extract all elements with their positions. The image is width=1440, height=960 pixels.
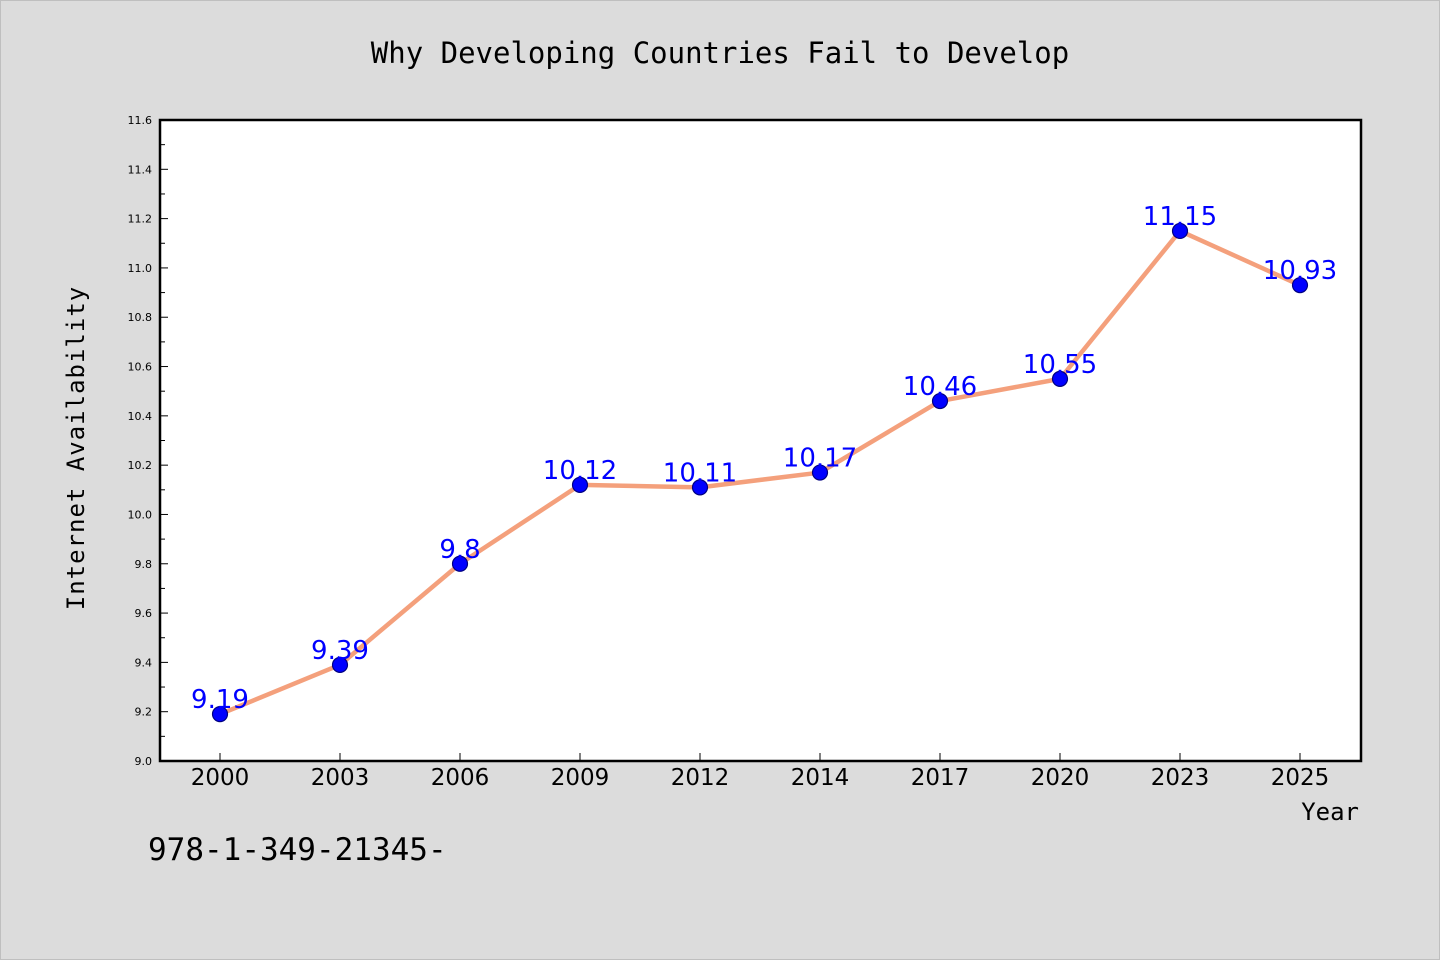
- data-label: 10.93: [1263, 256, 1337, 286]
- y-tick-label: 11.6: [128, 114, 153, 127]
- data-point: [211, 706, 229, 723]
- isbn-text: 978-1-349-21345-: [148, 832, 447, 868]
- series-internet-availability: 9.19 9.39 9.8 10.12 10.11 10.17 10.46 10.55 11.1…: [191, 202, 1337, 723]
- x-tick-label: 2014: [791, 765, 850, 791]
- y-tick-label: 11.2: [128, 213, 153, 226]
- plot-border: [158, 118, 1363, 763]
- y-tick-label: 9.0: [135, 755, 153, 768]
- series-line: [217, 228, 1303, 717]
- x-tick-label: 2006: [431, 765, 490, 791]
- y-axis: 9.0 9.2 9.4 9.6 9.8 10.0 10.2 10.4 10.6 10.8 11.0 1…: [128, 114, 168, 768]
- x-tick-label: 2023: [1151, 765, 1210, 791]
- data-label: 10.12: [543, 456, 617, 486]
- plot-area: [160, 120, 1361, 761]
- y-tick-label: 10.4: [128, 410, 153, 423]
- data-point: [1171, 222, 1189, 240]
- y-tick-label: 9.4: [135, 656, 153, 669]
- y-tick-label: 10.8: [128, 311, 153, 324]
- y-tick-label: 9.6: [135, 607, 153, 620]
- chart-title: Why Developing Countries Fail to Develop: [371, 36, 1069, 70]
- data-point: [451, 555, 469, 572]
- data-label: 10.17: [783, 444, 857, 474]
- y-tick-label: 11.4: [128, 163, 153, 176]
- x-tick-label: 2025: [1271, 765, 1330, 791]
- data-label: 11.15: [1143, 202, 1217, 232]
- data-point: [931, 392, 949, 410]
- data-point: [1051, 370, 1069, 387]
- x-axis-label: Year: [1301, 798, 1359, 826]
- y-tick-label: 9.2: [135, 706, 153, 719]
- y-tick-label: 10.0: [128, 508, 153, 521]
- x-tick-label: 2012: [671, 765, 730, 791]
- data-point: [691, 479, 709, 496]
- y-axis-label: Internet Availability: [62, 286, 90, 610]
- x-axis: 2000 2003 2006 2009 2012 2014 2017 2020 2023 2025: [191, 753, 1330, 791]
- data-label: 10.11: [663, 458, 737, 488]
- data-label: 9.39: [311, 636, 369, 666]
- x-tick-label: 2017: [911, 765, 970, 791]
- data-label: 10.46: [903, 372, 977, 402]
- data-label: 10.55: [1023, 350, 1097, 380]
- data-point: [811, 464, 829, 481]
- x-tick-label: 2000: [191, 765, 250, 791]
- y-tick-label: 10.6: [128, 361, 153, 374]
- x-tick-label: 2009: [551, 765, 610, 791]
- data-label: 9.8: [439, 535, 480, 565]
- x-tick-label: 2020: [1031, 765, 1090, 791]
- data-point: [571, 476, 589, 493]
- x-tick-label: 2003: [311, 765, 370, 791]
- data-label: 9.19: [191, 685, 249, 715]
- y-tick-label: 11.0: [128, 262, 153, 275]
- data-point: [1291, 277, 1309, 294]
- data-point: [331, 656, 349, 673]
- y-tick-label: 10.2: [128, 459, 153, 472]
- y-tick-label: 9.8: [135, 558, 153, 571]
